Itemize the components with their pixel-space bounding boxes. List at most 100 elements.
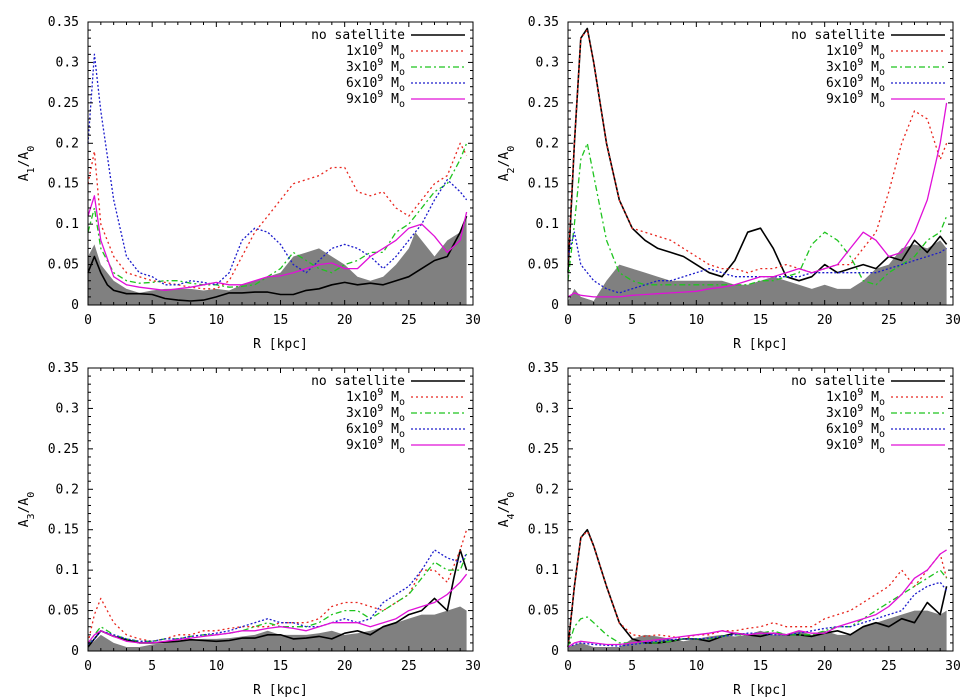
chart-panel-1: 0 5 10 15 20 25 30 0 0.05 0.1 0.15 0.2 0.25 0.3 0.35 R …	[17, 15, 481, 352]
chart-panel-4: 0 5 10 15 20 25 30 0 0.05 0.1 0.15 0.2 0.25 0.3 0.35 R …	[497, 361, 961, 698]
x-tick-label: 0	[84, 659, 92, 674]
legend-entry-5: 9x109 Mo	[826, 435, 945, 456]
legend-label: 6x109 Mo	[346, 73, 405, 94]
legend-entry-4: 6x109 Mo	[826, 419, 945, 440]
x-axis-label: R [kpc]	[253, 337, 308, 352]
series-line-2	[567, 29, 948, 274]
y-tick-label: 0	[71, 298, 79, 313]
legend-entry-2: 1x109 Mo	[826, 387, 945, 408]
y-tick-label: 0.35	[48, 15, 79, 30]
legend-entry-2: 1x109 Mo	[346, 387, 465, 408]
y-tick-label: 0.15	[48, 523, 79, 538]
x-tick-label: 10	[689, 659, 705, 674]
shaded-area	[568, 610, 947, 651]
y-tick-label: 0.1	[56, 217, 79, 232]
series-line-4	[87, 549, 468, 645]
y-tick-label: 0.15	[48, 177, 79, 192]
x-tick-label: 10	[209, 313, 225, 328]
legend-label: 6x109 Mo	[346, 419, 405, 440]
legend-label: 3x109 Mo	[346, 403, 405, 424]
x-tick-label: 25	[401, 313, 417, 328]
y-tick-label: 0.2	[536, 136, 559, 151]
y-axis-label: A1/A0	[17, 146, 37, 182]
x-tick-label: 0	[564, 313, 572, 328]
y-tick-label: 0.05	[48, 258, 79, 273]
x-tick-label: 20	[817, 313, 833, 328]
y-tick-label: 0.3	[536, 55, 559, 70]
legend-entry-2: 1x109 Mo	[346, 41, 465, 62]
y-axis-label: A2/A0	[497, 146, 517, 182]
legend-label: 9x109 Mo	[826, 89, 885, 110]
legend-label: 3x109 Mo	[346, 57, 405, 78]
x-tick-label: 20	[337, 659, 353, 674]
legend-label: 9x109 Mo	[346, 435, 405, 456]
legend-label: 9x109 Mo	[826, 435, 885, 456]
y-tick-label: 0.05	[48, 604, 79, 619]
x-tick-label: 15	[273, 659, 289, 674]
y-tick-label: 0.15	[528, 523, 559, 538]
y-tick-label: 0.3	[536, 401, 559, 416]
chart-panel-2: 0 5 10 15 20 25 30 0 0.05 0.1 0.15 0.2 0.25 0.3 0.35 R …	[497, 15, 961, 352]
series-line-4	[567, 231, 947, 294]
y-tick-label: 0.1	[536, 563, 559, 578]
legend-label: 1x109 Mo	[826, 41, 885, 62]
y-tick-label: 0.35	[48, 361, 79, 376]
x-tick-label: 15	[753, 659, 769, 674]
x-tick-label: 20	[337, 313, 353, 328]
legend-label: no satellite	[311, 28, 405, 43]
x-tick-label: 30	[465, 659, 481, 674]
series-line-5	[87, 573, 468, 644]
chart-panel-3: 0 5 10 15 20 25 30 0 0.05 0.1 0.15 0.2 0.25 0.3 0.35 R …	[17, 361, 481, 698]
legend-label: no satellite	[791, 28, 885, 43]
legend-entry-5: 9x109 Mo	[346, 89, 465, 110]
legend-label: 6x109 Mo	[826, 73, 885, 94]
y-tick-label: 0.25	[48, 96, 79, 111]
x-tick-label: 5	[628, 659, 636, 674]
x-axis-label: R [kpc]	[733, 337, 788, 352]
legend-label: 3x109 Mo	[826, 403, 885, 424]
series-line-5	[87, 195, 468, 292]
y-tick-label: 0.3	[56, 55, 79, 70]
legend-entry-3: 3x109 Mo	[346, 403, 465, 424]
y-tick-label: 0.3	[56, 401, 79, 416]
legend-entry-4: 6x109 Mo	[826, 73, 945, 94]
y-tick-label: 0.05	[528, 258, 559, 273]
x-tick-label: 20	[817, 659, 833, 674]
legend-entry-3: 3x109 Mo	[826, 403, 945, 424]
series-line-4	[87, 53, 468, 286]
y-tick-label: 0.2	[56, 136, 79, 151]
y-tick-label: 0.25	[528, 96, 559, 111]
y-tick-label: 0	[551, 644, 559, 659]
x-tick-label: 30	[465, 313, 481, 328]
x-tick-label: 5	[148, 313, 156, 328]
y-axis-label: A4/A0	[497, 492, 517, 528]
y-tick-label: 0.25	[528, 442, 559, 457]
series-line-2	[567, 530, 948, 648]
x-tick-label: 10	[209, 659, 225, 674]
series-line-5	[567, 549, 947, 648]
y-tick-label: 0.25	[48, 442, 79, 457]
legend-label: no satellite	[791, 374, 885, 389]
x-tick-label: 15	[273, 313, 289, 328]
y-tick-label: 0	[71, 644, 79, 659]
legend-label: 1x109 Mo	[346, 387, 405, 408]
x-tick-label: 0	[84, 313, 92, 328]
legend-entry-5: 9x109 Mo	[826, 89, 945, 110]
x-tick-label: 0	[564, 659, 572, 674]
y-axis-label: A3/A0	[17, 492, 37, 528]
legend-label: 9x109 Mo	[346, 89, 405, 110]
legend-entry-3: 3x109 Mo	[346, 57, 465, 78]
y-tick-label: 0.2	[536, 482, 559, 497]
legend-entry-2: 1x109 Mo	[826, 41, 945, 62]
y-tick-label: 0.15	[528, 177, 559, 192]
legend-label: 3x109 Mo	[826, 57, 885, 78]
legend-label: no satellite	[311, 374, 405, 389]
series-line-1	[567, 27, 948, 282]
legend-entry-4: 6x109 Mo	[346, 73, 465, 94]
y-tick-label: 0.1	[56, 563, 79, 578]
series-line-5	[567, 102, 948, 298]
x-tick-label: 15	[753, 313, 769, 328]
x-tick-label: 5	[148, 659, 156, 674]
y-tick-label: 0.05	[528, 604, 559, 619]
